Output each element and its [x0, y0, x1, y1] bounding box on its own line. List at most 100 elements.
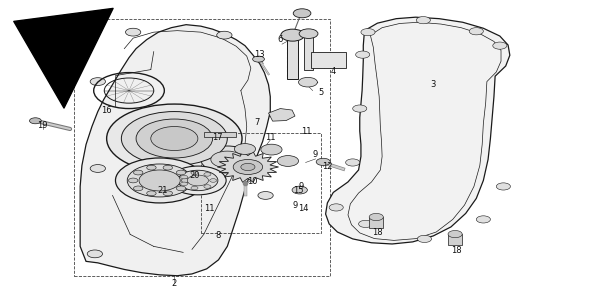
Text: 19: 19 [37, 120, 47, 129]
Circle shape [233, 160, 263, 175]
Circle shape [176, 186, 186, 191]
Circle shape [191, 171, 198, 175]
Circle shape [191, 186, 198, 190]
Text: 5: 5 [319, 88, 324, 97]
Text: 18: 18 [451, 247, 462, 255]
Text: 16: 16 [101, 106, 112, 115]
Circle shape [293, 9, 311, 18]
Text: 10: 10 [247, 178, 258, 186]
Bar [304, 34, 313, 70]
Circle shape [163, 165, 172, 170]
Circle shape [353, 105, 367, 112]
Circle shape [181, 182, 188, 186]
Text: 3: 3 [431, 80, 436, 89]
Circle shape [147, 165, 156, 170]
Bar [74, 19, 330, 276]
Text: 9: 9 [293, 201, 297, 210]
Circle shape [281, 29, 304, 41]
Circle shape [417, 17, 430, 24]
Circle shape [448, 231, 462, 238]
Text: 6: 6 [278, 35, 283, 44]
Circle shape [122, 112, 227, 166]
Circle shape [369, 213, 384, 221]
Circle shape [87, 250, 103, 258]
Text: FR.: FR. [49, 40, 65, 49]
Text: 21: 21 [158, 186, 168, 195]
Circle shape [170, 166, 226, 195]
Circle shape [181, 178, 191, 183]
Circle shape [129, 178, 138, 183]
Circle shape [241, 163, 255, 171]
Circle shape [178, 170, 218, 191]
Circle shape [261, 144, 282, 155]
Bar [448, 234, 462, 246]
Circle shape [493, 42, 507, 49]
Circle shape [90, 165, 106, 172]
Text: 7: 7 [254, 117, 260, 126]
Text: 9: 9 [313, 150, 318, 160]
Circle shape [204, 172, 211, 176]
Circle shape [217, 31, 232, 39]
Circle shape [356, 51, 370, 58]
Circle shape [139, 170, 180, 191]
Circle shape [258, 191, 273, 199]
Text: 9: 9 [299, 182, 303, 191]
Polygon shape [80, 25, 270, 276]
Text: 20: 20 [190, 172, 200, 181]
Bar [312, 52, 346, 68]
Bar [201, 132, 322, 233]
Circle shape [147, 191, 156, 196]
Circle shape [90, 78, 106, 85]
Circle shape [299, 77, 317, 87]
Circle shape [176, 170, 186, 175]
Circle shape [116, 158, 204, 203]
Circle shape [30, 118, 41, 124]
Circle shape [418, 235, 431, 243]
Circle shape [107, 104, 242, 173]
Circle shape [292, 186, 307, 194]
Polygon shape [217, 152, 278, 182]
Circle shape [181, 175, 188, 179]
Circle shape [359, 220, 373, 228]
Circle shape [133, 170, 143, 175]
Circle shape [163, 191, 172, 196]
Circle shape [133, 186, 143, 191]
Circle shape [316, 158, 330, 166]
Text: 11: 11 [265, 132, 276, 141]
Circle shape [234, 144, 255, 154]
Circle shape [253, 56, 264, 62]
Circle shape [329, 204, 343, 211]
Circle shape [151, 126, 198, 150]
Text: 8: 8 [216, 231, 221, 240]
Circle shape [469, 28, 483, 35]
Circle shape [299, 29, 318, 39]
Text: 13: 13 [254, 50, 265, 59]
Circle shape [476, 216, 490, 223]
Polygon shape [326, 17, 510, 244]
Circle shape [187, 175, 208, 186]
Circle shape [136, 119, 212, 158]
Circle shape [496, 183, 510, 190]
Text: 12: 12 [322, 163, 333, 172]
Text: 17: 17 [212, 132, 222, 141]
Bar [287, 35, 298, 79]
Circle shape [201, 146, 254, 173]
Circle shape [127, 164, 192, 197]
Circle shape [204, 185, 211, 188]
Circle shape [211, 151, 244, 168]
Polygon shape [268, 109, 295, 121]
Text: 4: 4 [330, 67, 336, 76]
Text: 14: 14 [299, 204, 309, 213]
Text: 15: 15 [293, 186, 303, 195]
Bar [369, 217, 384, 228]
Text: 11: 11 [204, 204, 215, 213]
Circle shape [209, 179, 217, 182]
Circle shape [126, 28, 141, 36]
Text: 18: 18 [372, 228, 383, 237]
Text: 11: 11 [301, 126, 312, 135]
Bar [204, 132, 236, 137]
Circle shape [277, 156, 299, 166]
Text: 2: 2 [172, 279, 177, 288]
Circle shape [346, 159, 360, 166]
Circle shape [361, 29, 375, 36]
